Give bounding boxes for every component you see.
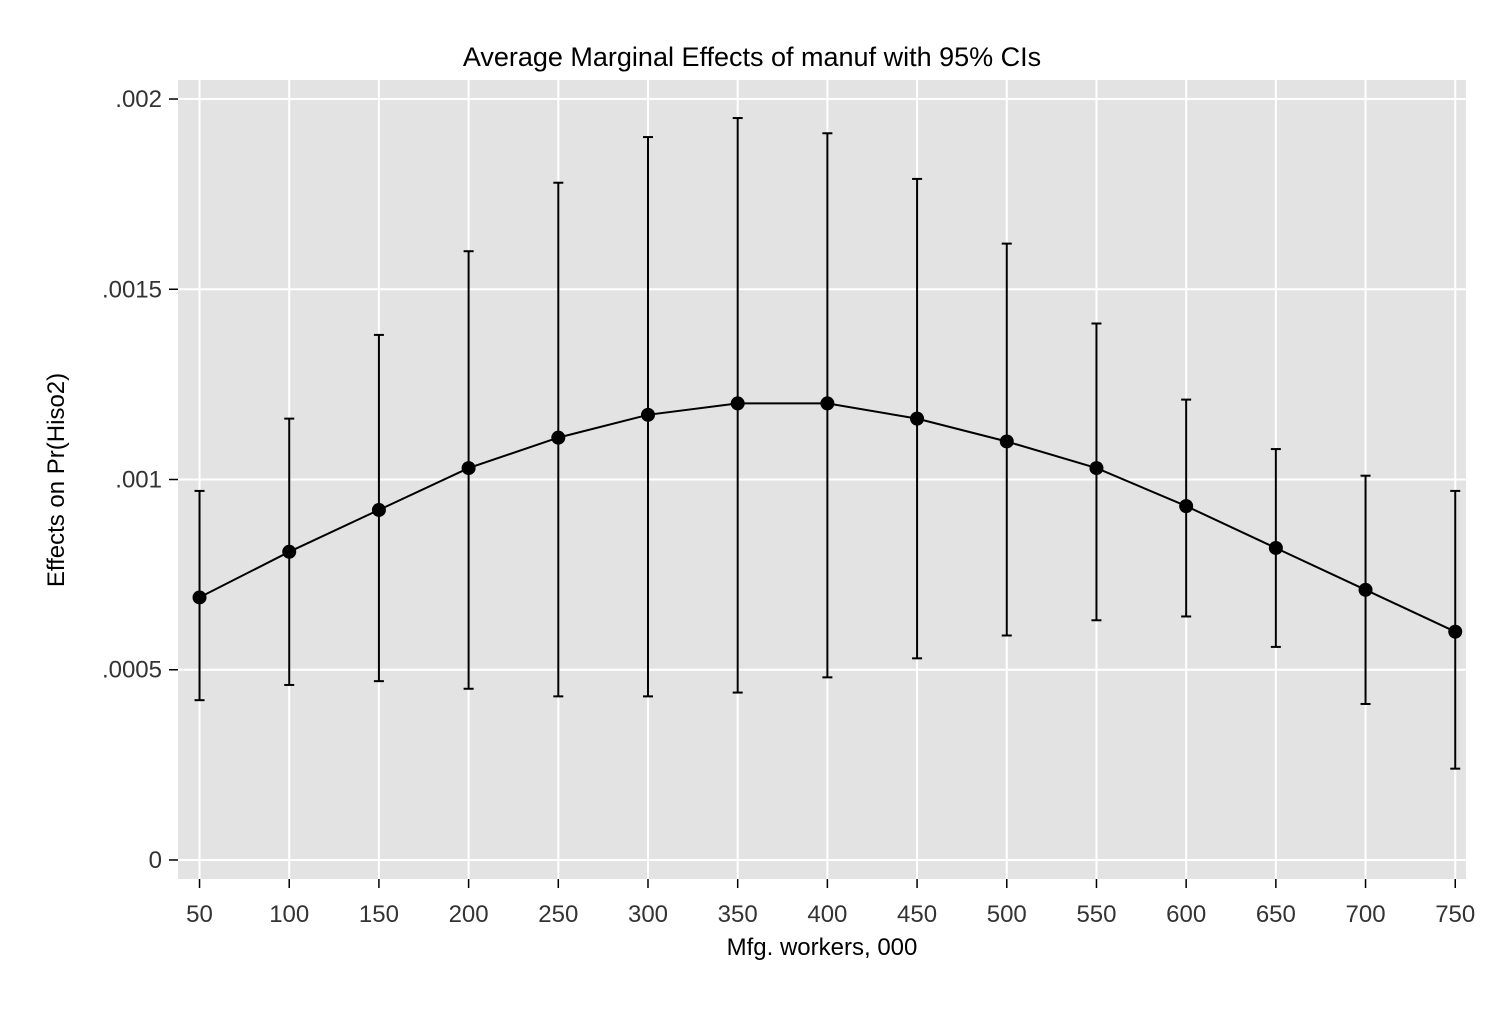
x-tick-label: 50 xyxy=(186,901,213,928)
y-axis-label: Effects on Pr(Hiso2) xyxy=(43,373,70,587)
data-point xyxy=(461,461,476,476)
axes: 0 .0005 .001 .0015 .002 50 100 150 200 250 300 350 4… xyxy=(102,86,1475,928)
x-tick-label: 200 xyxy=(449,901,489,928)
y-tick-label: .001 xyxy=(115,467,162,494)
data-points xyxy=(192,396,1463,639)
x-tick-label: 100 xyxy=(269,901,309,928)
data-point xyxy=(999,434,1014,449)
data-point xyxy=(282,544,297,559)
x-tick-label: 500 xyxy=(987,901,1027,928)
data-point xyxy=(640,407,655,422)
data-point xyxy=(730,396,745,411)
x-tick-label: 350 xyxy=(718,901,758,928)
data-point xyxy=(910,411,925,426)
data-point xyxy=(1358,582,1373,597)
data-point xyxy=(551,430,566,445)
x-tick-label: 700 xyxy=(1346,901,1386,928)
x-tick-label: 650 xyxy=(1256,901,1296,928)
x-tick-label: 250 xyxy=(538,901,578,928)
y-tick-label: .002 xyxy=(115,86,162,113)
x-tick-label: 550 xyxy=(1076,901,1116,928)
data-point xyxy=(192,590,207,605)
x-tick-label: 300 xyxy=(628,901,668,928)
y-tick-label: .0015 xyxy=(102,276,162,303)
x-tick-label: 450 xyxy=(897,901,937,928)
data-point xyxy=(1268,540,1283,555)
data-point xyxy=(1089,461,1104,476)
chart-title: Average Marginal Effects of manuf with 9… xyxy=(463,42,1041,72)
x-tick-label: 150 xyxy=(359,901,399,928)
x-tick-label: 400 xyxy=(807,901,847,928)
x-tick-label: 600 xyxy=(1166,901,1206,928)
data-point xyxy=(820,396,835,411)
y-tick-label: .0005 xyxy=(102,657,162,684)
x-tick-label: 750 xyxy=(1435,901,1475,928)
x-axis-label: Mfg. workers, 000 xyxy=(727,934,918,961)
data-point xyxy=(1179,499,1194,514)
data-point xyxy=(1448,624,1463,639)
y-tick-label: 0 xyxy=(149,847,162,874)
data-point xyxy=(371,502,386,517)
